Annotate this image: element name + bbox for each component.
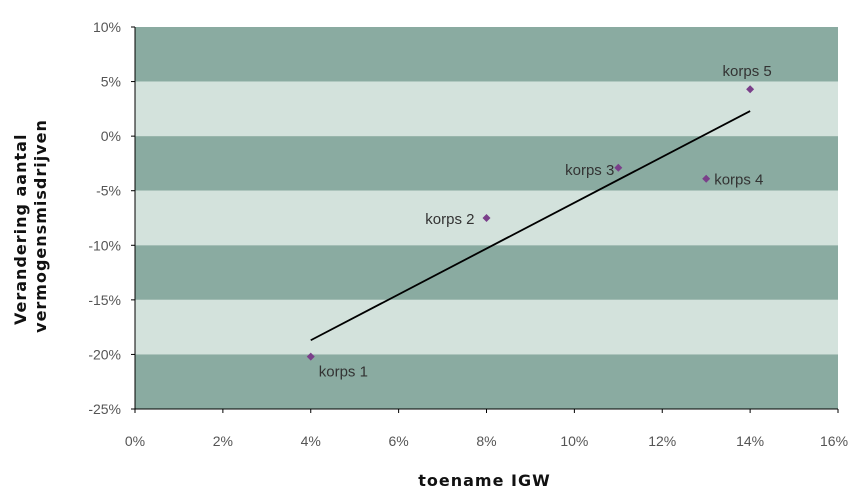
- data-point-marker: [482, 214, 491, 222]
- trendline: [310, 110, 751, 342]
- x-tick-labels: 0% 2% 4% 6% 8% 10% 12% 14% 16%: [125, 433, 848, 449]
- y-tick-label: -10%: [88, 237, 121, 253]
- y-tick-label: 0%: [101, 128, 121, 144]
- plot-axes: [131, 26, 839, 413]
- data-points: korps 1 korps 2 korps 3 korps 4 korps 5: [306, 63, 772, 381]
- plot-band: [135, 81, 838, 137]
- x-tick-label: 0%: [125, 433, 145, 449]
- data-point-marker: [702, 174, 711, 183]
- x-tick-label: 2%: [213, 433, 233, 449]
- x-axis-title: toename IGW: [418, 471, 551, 490]
- plot-bands: [135, 27, 838, 409]
- y-axis-title-line-2: vermogensmisdrijven: [31, 119, 50, 333]
- y-axis-title-line-1: Verandering aantal: [11, 134, 30, 325]
- x-tick-label: 10%: [560, 433, 588, 449]
- x-tick-label: 14%: [736, 433, 764, 449]
- data-point-marker: [746, 85, 755, 94]
- y-tick-labels: 10% 5% 0% -5% -10% -15% -20% -25%: [88, 19, 121, 417]
- y-tick-label: -5%: [96, 183, 121, 199]
- y-tick-label: -15%: [88, 292, 121, 308]
- data-point-label: korps 2: [425, 211, 474, 228]
- x-tick-label: 8%: [476, 433, 496, 449]
- plot-band: [135, 245, 838, 300]
- x-tick-label: 16%: [820, 433, 848, 449]
- y-tick-label: 10%: [93, 19, 121, 35]
- plot-band: [135, 299, 838, 355]
- y-tick-label: 5%: [101, 74, 121, 90]
- x-tick-label: 6%: [389, 433, 409, 449]
- data-point-label: korps 3: [565, 162, 614, 179]
- x-tick-label: 4%: [301, 433, 321, 449]
- plot-band: [135, 27, 838, 82]
- plot-band: [135, 136, 838, 191]
- y-axis-title: Verandering aantal vermogensmisdrijven: [11, 119, 50, 333]
- x-tick-label: 12%: [648, 433, 676, 449]
- data-point-marker: [306, 352, 315, 361]
- data-point-label: korps 1: [319, 364, 368, 381]
- trendline-group: [310, 110, 751, 342]
- plot-band: [135, 354, 838, 409]
- y-tick-label: -25%: [88, 401, 121, 417]
- data-point-marker: [614, 163, 623, 172]
- y-tick-label: -20%: [88, 346, 121, 362]
- data-point-label: korps 5: [723, 63, 772, 80]
- data-point-label: korps 4: [714, 172, 763, 189]
